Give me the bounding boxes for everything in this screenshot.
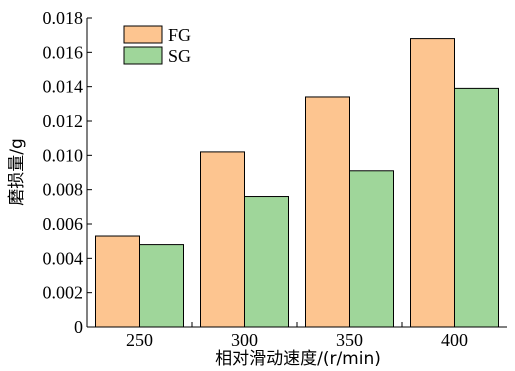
- x-tick-label: 350: [336, 330, 363, 350]
- bar-fg-300: [200, 151, 245, 328]
- bar-sg-400: [454, 87, 499, 328]
- x-tick-label: 250: [126, 330, 153, 350]
- bar-fg-250: [95, 235, 140, 328]
- y-axis-label: 磨损量/g: [7, 138, 27, 206]
- bar-fg-400: [410, 38, 455, 328]
- plot-area: 0 0.002 0.004 0.006 0.008 0.010 0.012 0.014 0.01…: [43, 8, 507, 350]
- x-axis-label: 相对滑动速度/(r/min): [215, 349, 381, 369]
- y-tick-label: 0.004: [43, 248, 84, 268]
- y-tick-label: 0.016: [43, 42, 84, 62]
- bar-sg-350: [349, 170, 394, 328]
- x-tick-label: 400: [441, 330, 468, 350]
- x-tick-label: 300: [231, 330, 258, 350]
- bar-fg-350: [305, 96, 350, 328]
- legend-label-sg: SG: [168, 46, 191, 66]
- y-tick-label: 0.014: [43, 77, 84, 97]
- legend-swatch-sg: [123, 46, 163, 65]
- legend-label-fg: FG: [168, 25, 191, 45]
- y-tick-label: 0.008: [43, 180, 84, 200]
- y-tick-label: 0.006: [43, 214, 84, 234]
- y-tick-label: 0: [74, 317, 83, 337]
- y-tick-label: 0.002: [43, 283, 84, 303]
- y-tick-label: 0.010: [43, 145, 84, 165]
- bar-sg-250: [139, 244, 184, 328]
- legend-swatch-fg: [123, 25, 163, 44]
- y-tick-label: 0.012: [43, 111, 84, 131]
- y-tick-label: 0.018: [43, 8, 84, 28]
- bar-sg-300: [244, 196, 289, 328]
